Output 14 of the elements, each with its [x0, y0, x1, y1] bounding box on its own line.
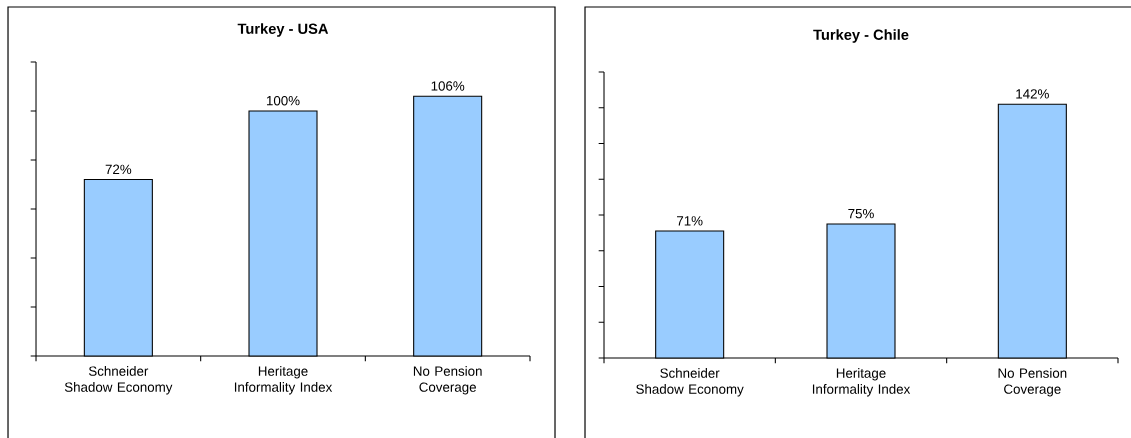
x-tick-label: Schneider Shadow Economy	[64, 366, 173, 395]
data-label: 100%	[266, 95, 300, 106]
data-label: 72%	[105, 164, 132, 174]
x-tick-label: Heritage Informality Index	[234, 366, 333, 395]
chart-title: Turkey - USA	[237, 23, 329, 37]
data-label: 75%	[848, 208, 874, 219]
data-label: 142%	[1016, 89, 1049, 99]
x-tick-label: No Pension Coverage	[413, 366, 482, 395]
data-label: 106%	[431, 81, 465, 91]
x-tick-label: Heritage Informality Index	[812, 368, 911, 397]
x-tick-label: No Pension Coverage	[998, 368, 1067, 397]
chart-title: Turkey - Chile	[813, 29, 909, 43]
x-tick-label: Schneider Shadow Economy	[636, 368, 744, 397]
data-label: 71%	[677, 216, 703, 226]
